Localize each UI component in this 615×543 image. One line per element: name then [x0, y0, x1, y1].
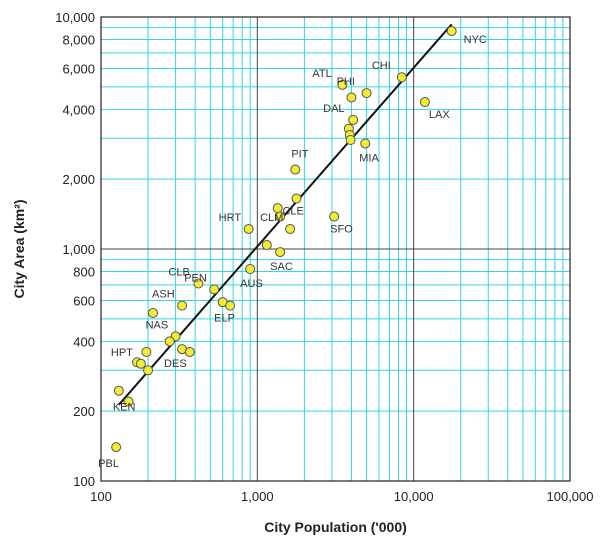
data-point	[135, 358, 146, 369]
y-tick-label: 4,000	[62, 102, 95, 117]
point-label: PEN	[184, 272, 207, 284]
data-point	[396, 72, 407, 83]
data-point	[360, 138, 371, 149]
y-axis-title: City Area (km²)	[11, 199, 27, 298]
data-point	[184, 346, 195, 357]
x-tick-label: 100,000	[547, 489, 594, 504]
data-point	[261, 240, 272, 251]
data-point	[123, 396, 134, 407]
point-label: CLB	[168, 267, 189, 279]
data-point	[285, 223, 296, 234]
data-point	[209, 284, 220, 295]
y-tick-label: 400	[73, 334, 95, 349]
data-point	[243, 223, 254, 234]
data-point	[446, 26, 457, 37]
data-point	[345, 135, 356, 146]
point-label: HRT	[219, 212, 242, 224]
data-point	[275, 247, 286, 258]
data-point	[164, 336, 175, 347]
x-tick-label: 100	[90, 489, 112, 504]
point-label: MIA	[359, 152, 379, 164]
data-point	[290, 164, 301, 175]
point-label: LAX	[429, 109, 450, 121]
x-tick-label: 1,000	[241, 489, 274, 504]
data-point	[193, 278, 204, 289]
point-label: KEN	[113, 402, 136, 414]
data-point	[348, 114, 359, 125]
point-label: HPT	[111, 347, 133, 359]
data-point	[141, 346, 152, 357]
point-label: DAL	[323, 103, 344, 115]
y-tick-label: 800	[73, 264, 95, 279]
point-label: SAC	[270, 261, 293, 273]
point-label: CHI	[372, 60, 391, 72]
point-labels: NYC CHI LAX ATL PHI DAL MIA PIT CLE SFO HRT CLM SAC A…	[98, 34, 487, 470]
point-label: CLE	[282, 206, 303, 218]
point-label: ATL	[312, 68, 331, 80]
data-point	[361, 88, 372, 99]
point-label: AUS	[240, 278, 263, 290]
data-point	[177, 300, 188, 311]
point-label: PIT	[291, 149, 308, 161]
y-tick-label: 1,000	[62, 242, 95, 257]
data-point	[337, 79, 348, 90]
data-point	[225, 300, 236, 311]
data-point	[245, 263, 256, 274]
data-point	[111, 442, 122, 453]
point-label: NYC	[464, 34, 487, 46]
data-point	[275, 211, 286, 222]
y-tick-label: 6,000	[62, 61, 95, 76]
data-point	[329, 211, 340, 222]
point-label: SFO	[330, 224, 353, 236]
point-label: PBL	[98, 458, 119, 470]
y-tick-label: 600	[73, 293, 95, 308]
plot-frame	[100, 16, 571, 482]
data-point	[143, 365, 154, 376]
y-tick-label: 10,000	[55, 10, 95, 25]
y-tick-label: 200	[73, 404, 95, 419]
data-point	[147, 307, 158, 318]
point-label: DES	[164, 358, 187, 370]
point-label: PHI	[337, 76, 355, 88]
point-label: ASH	[152, 289, 175, 301]
point-label: NAS	[146, 319, 169, 331]
data-point	[113, 385, 124, 396]
y-tick-label: 100	[73, 474, 95, 489]
y-tick-label: 8,000	[62, 32, 95, 47]
y-tick-label: 2,000	[62, 172, 95, 187]
x-tick-label: 10,000	[394, 489, 434, 504]
point-label: CLM	[260, 212, 283, 224]
x-axis-title: City Population ('000)	[264, 519, 407, 535]
grid-lines	[101, 17, 570, 481]
data-point	[346, 92, 357, 103]
data-point	[419, 97, 430, 108]
tick-labels: 100 1,000 10,000 100,000 100 200 400 600 800 1,00…	[55, 10, 593, 504]
data-points	[111, 26, 457, 453]
data-point	[291, 193, 302, 204]
point-label: ELP	[214, 313, 235, 325]
